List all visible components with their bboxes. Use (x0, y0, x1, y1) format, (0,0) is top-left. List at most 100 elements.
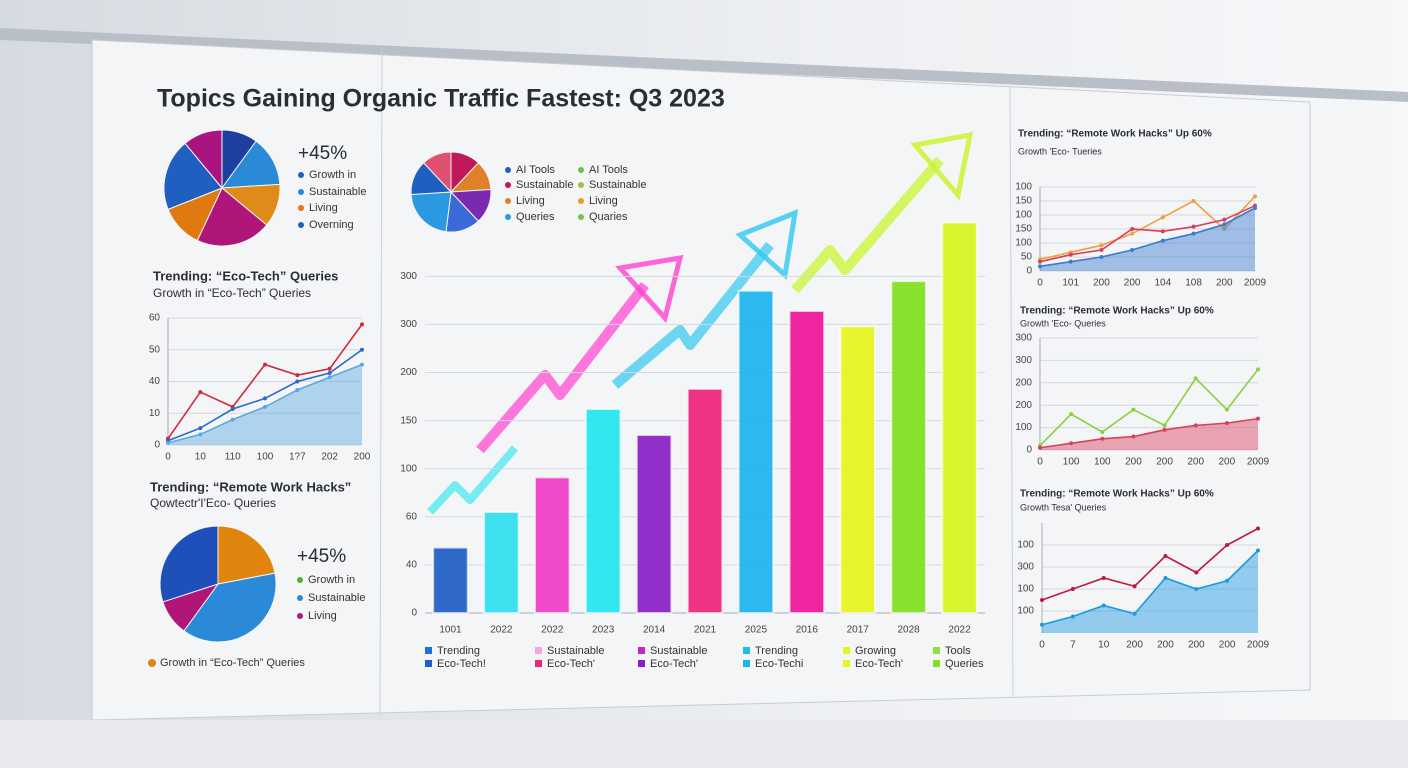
pie-slice (159, 525, 219, 603)
point (1131, 434, 1136, 439)
point (198, 390, 203, 395)
legend-label: Sustainable (309, 186, 367, 198)
legend-label: Living (308, 610, 337, 622)
x-tick-label: 2016 (796, 625, 819, 636)
x-tick-label: 100 (1063, 457, 1080, 468)
point (1160, 238, 1165, 243)
point (263, 396, 267, 401)
point (1099, 255, 1104, 259)
point (1100, 436, 1105, 441)
point (1068, 259, 1073, 264)
legend-dot (578, 182, 584, 188)
x-tick-label: 200 (1216, 278, 1233, 289)
legend-dot (578, 167, 584, 173)
x-tick-label: 100 (257, 452, 274, 463)
point (1256, 367, 1260, 372)
x-tick-label: 2022 (490, 625, 513, 636)
y-tick-label: 150 (400, 415, 417, 426)
bar (839, 325, 877, 614)
chart-title: Trending: “Remote Work Hacks” (150, 479, 351, 494)
pie-slice (217, 525, 276, 585)
point (1130, 227, 1135, 231)
legend-label: Eco-Tech! (437, 658, 486, 670)
point (1222, 217, 1227, 222)
legend-dot (505, 182, 511, 188)
chart-title: Trending: “Remote Work Hacks” Up 60% (1020, 489, 1214, 500)
bar (432, 546, 469, 614)
bar (686, 387, 724, 614)
point (1253, 206, 1257, 210)
legend-label: Eco-Tech' (855, 658, 903, 670)
legend-swatch (743, 647, 750, 654)
point (1101, 576, 1106, 580)
legend-swatch (933, 660, 940, 667)
x-tick-label: 200 (1125, 457, 1142, 468)
board (91, 39, 1311, 721)
panel-divider (1009, 85, 1014, 699)
x-tick-label: 2014 (643, 625, 666, 636)
point (1222, 227, 1227, 231)
x-tick-label: 2025 (745, 625, 768, 636)
chart-title: Topics Gaining Organic Traffic Fastest: … (157, 85, 725, 113)
point (263, 362, 267, 367)
line (1039, 417, 1259, 449)
y-tick-label: 50 (1021, 252, 1033, 263)
y-tick-label: 100 (1015, 238, 1032, 249)
x-tick-label: 10 (195, 452, 207, 463)
bar (890, 280, 927, 614)
x-tick-label: 2023 (592, 625, 615, 636)
arrowhead-decor (735, 209, 799, 280)
point (1191, 199, 1196, 203)
y-tick-label: 60 (149, 313, 161, 324)
chart-subtitle: Growth 'Eco- Tueries (1018, 146, 1102, 156)
x-tick-label: 200 (1093, 278, 1110, 289)
point (1253, 194, 1257, 199)
bar (584, 408, 622, 615)
line (1041, 527, 1259, 601)
legend-dot (505, 214, 511, 220)
y-tick-label: 0 (1026, 445, 1032, 456)
x-tick-label: 202 (321, 452, 338, 463)
caption-dot (148, 659, 156, 667)
x-tick-label: 0 (1037, 278, 1043, 289)
y-tick-label: 100 (1015, 182, 1032, 193)
area (1042, 550, 1258, 633)
pie-slice (220, 140, 281, 189)
y-tick-label: 40 (406, 560, 418, 571)
legend-dot (578, 198, 584, 204)
x-tick-label: 200 (1124, 278, 1141, 289)
y-tick-label: 0 (154, 440, 160, 451)
x-tick-label: 0 (165, 452, 171, 463)
point (166, 440, 170, 445)
legend-label: Trending (755, 645, 798, 657)
panel-divider (379, 47, 383, 717)
legend-dot (298, 172, 304, 178)
point (1256, 526, 1260, 531)
point (1163, 576, 1168, 580)
area (168, 364, 362, 445)
point (198, 426, 203, 431)
legend-swatch (535, 660, 542, 667)
point (1163, 554, 1168, 558)
point (1194, 587, 1199, 591)
x-tick-label: 200 (1126, 640, 1143, 651)
point (1040, 598, 1044, 602)
point (1070, 614, 1075, 619)
x-tick-label: 0 (1039, 640, 1045, 651)
legend-label: Growing (855, 645, 896, 657)
legend-dot (505, 198, 511, 204)
x-tick-label: 2022 (541, 625, 564, 636)
y-tick-label: 300 (400, 319, 417, 330)
y-tick-label: 300 (1015, 333, 1032, 344)
legend-label: Growth in (308, 574, 355, 586)
point (1160, 215, 1165, 220)
point (1069, 412, 1074, 417)
chart-subtitle: Growth in “Eco-Tech” Queries (153, 286, 311, 300)
x-tick-label: 110 (225, 452, 241, 463)
point (230, 417, 235, 422)
x-tick-label: 2022 (948, 625, 971, 636)
point (1225, 543, 1230, 547)
x-tick-label: 1?7 (289, 452, 306, 463)
point (1224, 421, 1229, 426)
